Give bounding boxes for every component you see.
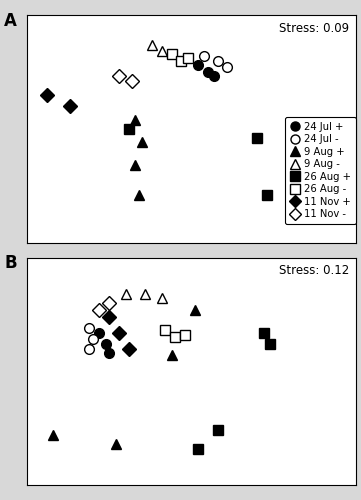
- Text: B: B: [4, 254, 17, 272]
- Text: Stress: 0.12: Stress: 0.12: [279, 264, 349, 278]
- Text: Stress: 0.09: Stress: 0.09: [279, 22, 349, 35]
- Legend: 24 Jul +, 24 Jul -, 9 Aug +, 9 Aug -, 26 Aug +, 26 Aug -, 11 Nov +, 11 Nov -: 24 Jul +, 24 Jul -, 9 Aug +, 9 Aug -, 26…: [284, 117, 356, 224]
- Text: A: A: [4, 12, 17, 30]
